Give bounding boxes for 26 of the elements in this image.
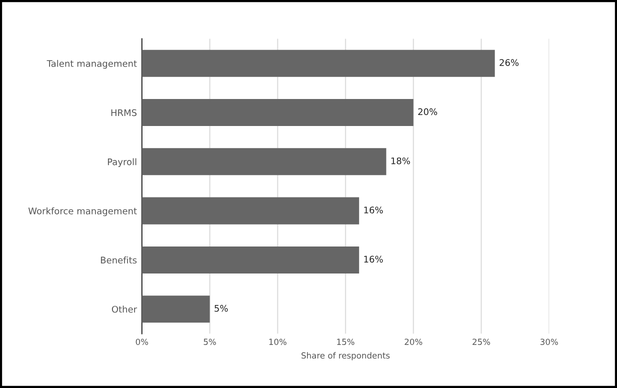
x-tick-label: 10% xyxy=(269,338,286,345)
bar xyxy=(142,197,360,224)
x-tick-label: 20% xyxy=(404,338,422,345)
data-label: 26% xyxy=(500,59,519,66)
bar xyxy=(142,296,210,323)
y-tick-label: Benefits xyxy=(100,256,137,264)
data-label: 20% xyxy=(418,108,438,116)
data-label: 18% xyxy=(391,157,410,164)
y-tick-label: Payroll xyxy=(108,158,136,167)
bar xyxy=(142,99,414,126)
bar xyxy=(142,246,360,274)
data-label: 16% xyxy=(364,206,383,214)
bar xyxy=(142,148,386,176)
bar xyxy=(142,50,495,77)
x-tick-label: 0% xyxy=(136,338,148,345)
x-tick-label: 5% xyxy=(204,338,216,345)
x-axis-title: Share of respondents xyxy=(302,352,390,360)
y-tick-label: Other xyxy=(112,306,138,313)
y-tick-label: Talent management xyxy=(46,60,137,69)
x-tick-label: 30% xyxy=(540,338,558,345)
x-tick-label: 25% xyxy=(472,338,490,345)
data-label: 5% xyxy=(214,304,228,312)
x-tick-label: 15% xyxy=(337,338,354,345)
y-tick-label: Workforce management xyxy=(28,207,137,216)
y-tick-label: HRMS xyxy=(111,109,137,116)
data-label: 16% xyxy=(364,256,383,263)
